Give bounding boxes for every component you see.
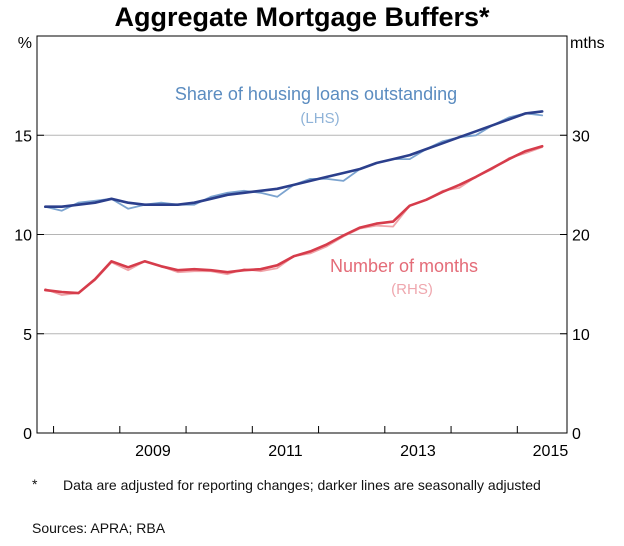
series-line-1 (43, 110, 544, 208)
x-tick-label: 2009 (135, 443, 171, 460)
series-labels: Share of housing loans outstanding (LHS) N… (175, 84, 478, 298)
x-tick-label: 2013 (400, 443, 436, 460)
series-label-loans: Share of housing loans outstanding (175, 84, 457, 104)
x-tick-marks: 2009 2011 2013 2015 (53, 426, 569, 460)
series-axis-label-lhs: (LHS) (300, 110, 339, 127)
chart-svg: 2009 2011 2013 2015 0 5 10 15% 0 10 20 30 mths Sha… (14, 35, 605, 460)
right-axis-ticks: 0 10 20 30 mths (560, 35, 605, 443)
left-tick-label: 0 (23, 426, 32, 443)
left-tick-label: 15 (14, 128, 32, 145)
left-tick-label: 10 (14, 228, 32, 245)
series-layer (43, 110, 544, 296)
right-axis-unit: mths (570, 35, 605, 52)
left-tick-label: 5 (23, 327, 32, 344)
x-tick-label: 2011 (268, 443, 303, 460)
right-tick-label: 30 (572, 128, 590, 145)
left-axis-unit: % (18, 35, 32, 52)
footnote-text: Data are adjusted for reporting changes;… (63, 477, 541, 493)
chart-title: Aggregate Mortgage Buffers* (114, 2, 490, 32)
right-tick-label: 20 (572, 228, 590, 245)
gridlines (37, 134, 567, 335)
right-tick-label: 10 (572, 327, 590, 344)
footnote-marker: * (32, 476, 38, 492)
series-label-months: Number of months (330, 256, 478, 276)
x-tick-label: 2015 (533, 443, 569, 460)
series-axis-label-rhs: (RHS) (391, 281, 433, 298)
left-axis-ticks: 0 5 10 15% (14, 35, 44, 443)
series-line-0 (44, 112, 544, 212)
series-line-3 (43, 144, 544, 295)
sources-note: Sources: APRA; RBA (32, 520, 166, 536)
right-tick-label: 0 (572, 426, 581, 443)
